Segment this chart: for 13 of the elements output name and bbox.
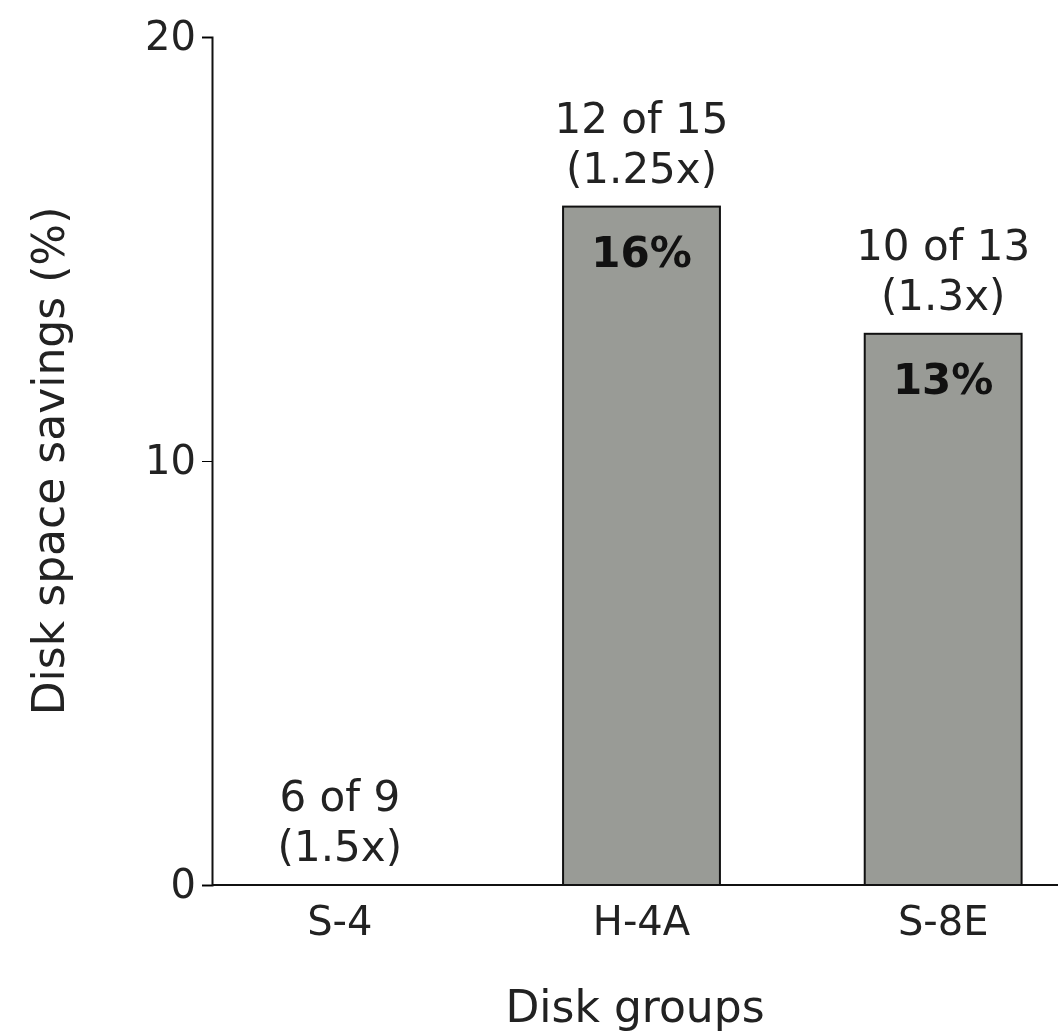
annotation: 6 of 9 (1.5x) <box>277 772 403 871</box>
y-tick-label: 20 <box>145 13 196 60</box>
y-tick-label: 10 <box>145 437 196 484</box>
x-tick-label: S-4 <box>307 898 373 945</box>
data-label: 16% <box>591 227 692 277</box>
annotation: 12 of 15 (1.25x) <box>554 93 729 193</box>
data-label: 13% <box>892 354 994 404</box>
y-tick-label: 0 <box>170 861 196 908</box>
x-tick-label: H-4A <box>592 898 691 945</box>
y-axis-title: Disk space savings (%) <box>23 206 74 716</box>
x-tick-label: S-8E <box>897 898 989 945</box>
x-axis-title: Disk groups <box>505 981 765 1032</box>
annotation: 10 of 13 (1.3x) <box>856 220 1031 320</box>
